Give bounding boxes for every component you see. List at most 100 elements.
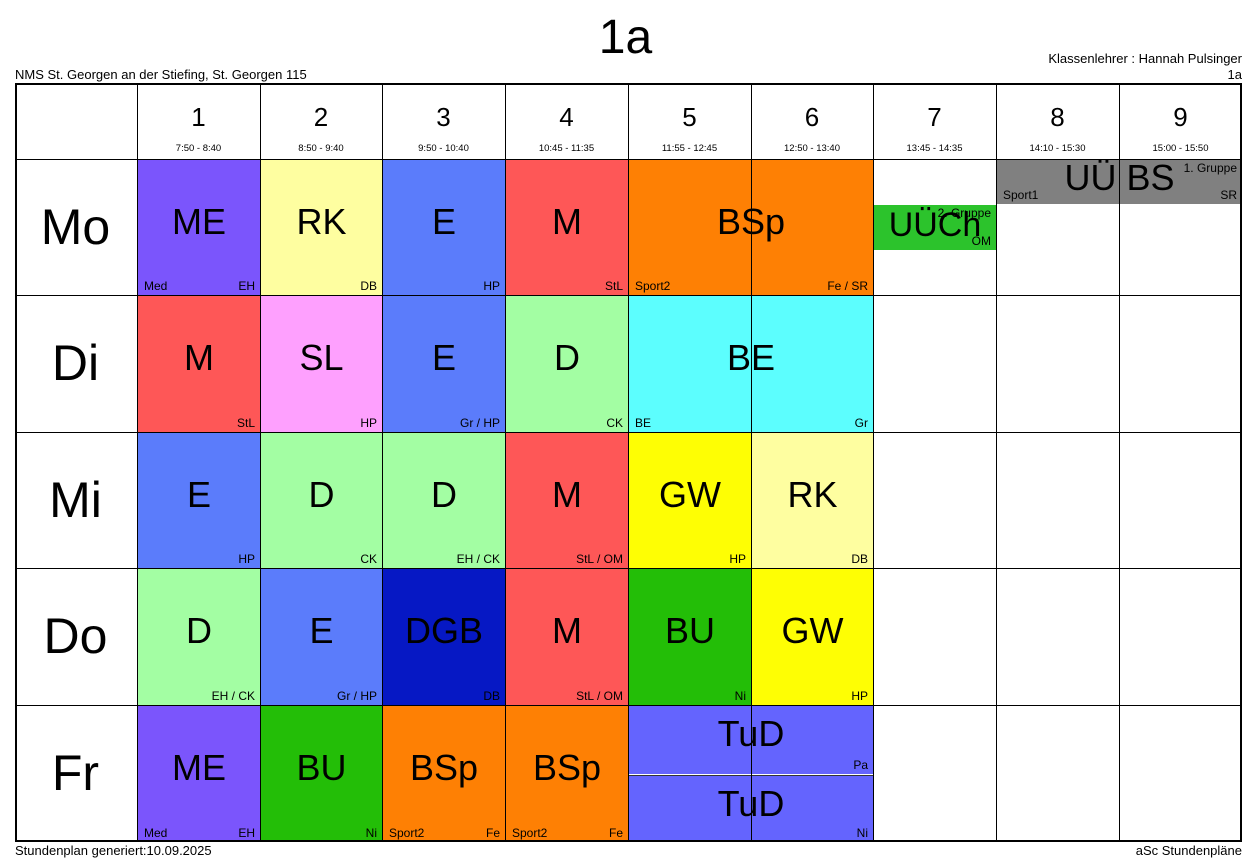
lesson-subject: D: [186, 610, 212, 651]
lesson-cell[interactable]: E Gr / HP: [261, 569, 382, 705]
period-time: 10:45 - 11:35: [538, 143, 595, 154]
lesson-teacher: Gr / HP: [336, 689, 377, 703]
lesson-subject: RK: [296, 201, 347, 242]
period-time: 12:50 - 13:40: [784, 143, 840, 154]
period-number: 7: [927, 102, 942, 132]
lesson-cell[interactable]: UÜCh OM 2. Gruppe: [874, 205, 996, 250]
lesson-cell[interactable]: M StL: [138, 296, 260, 432]
grid-line-vertical: [260, 83, 261, 842]
lesson-cell[interactable]: E Gr / HP: [383, 296, 505, 432]
lesson-group: 2. Gruppe: [937, 206, 991, 220]
lesson-cell[interactable]: GW HP: [629, 433, 751, 568]
day-label: Fr: [51, 745, 100, 801]
timetable-grid: ME EH Med RK DB E HP M StL BSp Fe / SR Sport2 UÜCh OM…: [15, 83, 1242, 842]
lesson-cell[interactable]: SL HP: [261, 296, 382, 432]
day-label: Di: [51, 335, 100, 391]
period-time: 14:10 - 15:30: [1029, 143, 1086, 154]
lesson-teacher: DB: [360, 279, 377, 293]
lesson-cell[interactable]: D CK: [506, 296, 628, 432]
period-header: 5 11:55 - 12:45: [628, 83, 751, 159]
period-time: 11:55 - 12:45: [661, 143, 718, 154]
lesson-cell[interactable]: BSp Fe Sport2: [506, 706, 628, 842]
lesson-subject: BSp: [716, 201, 786, 242]
grid-line-vertical: [628, 83, 629, 842]
lesson-teacher: Gr / HP: [459, 416, 500, 430]
lesson-cell[interactable]: RK DB: [752, 433, 873, 568]
lesson-room: Med: [144, 826, 168, 840]
lesson-cell[interactable]: M StL / OM: [506, 569, 628, 705]
lesson-cell[interactable]: D EH / CK: [138, 569, 260, 705]
lesson-teacher: HP: [238, 552, 255, 566]
lesson-subject: BSp: [409, 747, 479, 788]
grid-line-vertical: [505, 83, 506, 842]
lesson-teacher: EH: [238, 279, 255, 293]
lesson-subject: E: [431, 337, 456, 378]
period-number: 5: [682, 102, 697, 132]
lesson-teacher: HP: [483, 279, 500, 293]
lesson-subject: M: [552, 201, 582, 242]
lesson-cell[interactable]: RK DB: [261, 160, 382, 295]
period-time: 7:50 - 8:40: [175, 143, 222, 154]
period-header: 1 7:50 - 8:40: [137, 83, 260, 159]
lesson-cell[interactable]: BU Ni: [261, 706, 382, 842]
period-number: 9: [1173, 102, 1188, 132]
period-time: 9:50 - 10:40: [418, 143, 469, 154]
day-label: Mi: [49, 472, 102, 528]
period-header: 7 13:45 - 14:35: [873, 83, 996, 159]
lesson-cell[interactable]: BSp Fe Sport2: [383, 706, 505, 842]
lesson-subject: RK: [787, 474, 838, 515]
lesson-group: 1. Gruppe: [1183, 161, 1237, 175]
lesson-cell[interactable]: ME EH Med: [138, 706, 260, 842]
grid-line-vertical: [1119, 83, 1120, 842]
lesson-cell[interactable]: DGB DB: [383, 569, 505, 705]
lesson-cell[interactable]: E HP: [383, 160, 505, 295]
lesson-cell[interactable]: GW HP: [752, 569, 873, 705]
lesson-cell[interactable]: M StL / OM: [506, 433, 628, 568]
lesson-subject: SL: [299, 337, 344, 378]
lesson-subject: BSp: [532, 747, 602, 788]
period-header: 9 15:00 - 15:50: [1119, 83, 1242, 159]
class-teacher: Klassenlehrer : Hannah Pulsinger: [1048, 51, 1242, 66]
period-number: 3: [436, 102, 451, 132]
grid-line-vertical: [1240, 83, 1242, 842]
lesson-teacher: StL: [604, 279, 623, 293]
lesson-subject: M: [184, 337, 214, 378]
lesson-subject: GW: [781, 610, 844, 651]
lesson-subject: E: [431, 201, 456, 242]
day-label: Do: [43, 608, 108, 664]
lesson-cell[interactable]: BU Ni: [629, 569, 751, 705]
lesson-subject: BU: [664, 610, 715, 651]
lesson-teacher: Fe: [608, 826, 623, 840]
period-number: 1: [191, 102, 206, 132]
period-number: 4: [559, 102, 574, 132]
lesson-subject: DGB: [404, 610, 483, 651]
lesson-cell[interactable]: M StL: [506, 160, 628, 295]
period-time: 13:45 - 14:35: [906, 143, 963, 154]
lesson-room: Med: [144, 279, 168, 293]
page-title: 1a: [598, 11, 653, 64]
lesson-subject: GW: [659, 474, 721, 515]
period-time: 15:00 - 15:50: [1152, 143, 1209, 154]
lesson-subject: D: [431, 474, 457, 515]
lesson-cell[interactable]: D EH / CK: [383, 433, 505, 568]
lesson-subject: D: [554, 337, 580, 378]
lesson-room: Sport2: [512, 826, 548, 840]
lesson-cell[interactable]: ME EH Med: [138, 160, 260, 295]
day-label: Mo: [40, 199, 111, 255]
lesson-cell[interactable]: D CK: [261, 433, 382, 568]
lesson-teacher: StL: [236, 416, 255, 430]
lesson-cell[interactable]: E HP: [138, 433, 260, 568]
lesson-teacher: OM: [971, 234, 991, 248]
lesson-teacher: EH / CK: [211, 689, 255, 703]
grid-line-vertical: [751, 83, 752, 842]
lesson-teacher: HP: [851, 689, 868, 703]
lesson-room: BE: [635, 416, 652, 430]
period-header: 2 8:50 - 9:40: [260, 83, 382, 159]
lesson-subject: UÜCh: [888, 206, 982, 244]
lesson-subject: ME: [172, 201, 226, 242]
lesson-subject: ME: [172, 747, 226, 788]
lesson-teacher: HP: [360, 416, 377, 430]
lesson-room: Sport2: [635, 279, 671, 293]
school-name: NMS St. Georgen an der Stiefing, St. Geo…: [15, 67, 307, 82]
grid-line-vertical: [15, 83, 17, 842]
